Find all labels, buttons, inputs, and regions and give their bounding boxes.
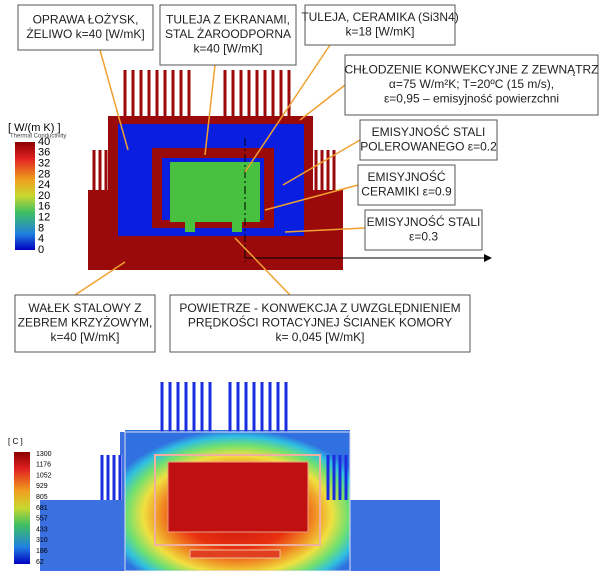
callout-text: TULEJA Z EKRANAMI, xyxy=(166,13,290,27)
callout-text: PRĘDKOŚCI ROTACYJNEJ ŚCIANEK KOMORY xyxy=(188,315,452,330)
callout-text: ε=0.3 xyxy=(409,229,438,243)
callout-text: TULEJA, CERAMIKA (Si3N4) xyxy=(301,10,458,24)
callout-text: ZEBREM KRZYŻOWYM, xyxy=(18,316,153,330)
callout-text: k=40 [W/mK] xyxy=(50,330,119,344)
callout-text: POWIETRZE - KONWEKCJA Z UWZGLĘDNIENIEM xyxy=(179,301,460,315)
callout-text: ε=0,95 – emisyjność powierzchni xyxy=(384,92,559,106)
legend-tick-label: 1300 xyxy=(36,451,52,458)
bottom-legend: [ C ] xyxy=(8,437,30,564)
callout-text: k=40 [W/mK] xyxy=(193,42,262,56)
callout-text: POLEROWANEGO ε=0.2 xyxy=(360,139,497,153)
callout-text: EMISYJNOŚĆ STALI xyxy=(367,214,481,229)
figure: OPRAWA ŁOŻYSK,ŻELIWO k=40 [W/mK] TULEJA Z… xyxy=(0,0,606,571)
legend-unit: [ C ] xyxy=(8,437,23,446)
legend-tick-label: 1052 xyxy=(36,472,52,479)
callout-text: k=18 [W/mK] xyxy=(345,24,414,38)
legend-tick-label: 433 xyxy=(36,526,48,533)
legend-tick-label: 310 xyxy=(36,537,48,544)
legend-tick-label: 186 xyxy=(36,548,48,555)
legend-unit: [ W/(m K) ] xyxy=(8,122,61,134)
legend-tick-label: 681 xyxy=(36,505,48,512)
legend-tick-label: 805 xyxy=(36,494,48,501)
callout-text: OPRAWA ŁOŻYSK, xyxy=(33,12,139,26)
callout-text: α=75 W/m²K; T=20ºC (15 m/s), xyxy=(389,77,554,91)
legend-tick-label: 557 xyxy=(36,516,48,523)
callout-text: k= 0,045 [W/mK] xyxy=(275,330,364,344)
callout-text: WAŁEK STALOWY Z xyxy=(28,301,141,315)
legend-tick-label: 929 xyxy=(36,483,48,490)
callout-text: CHŁODZENIE KONWEKCYJNE Z ZEWNĄTRZ xyxy=(344,63,598,77)
callout-text: ŻELIWO k=40 [W/mK] xyxy=(26,27,144,41)
temperature-model xyxy=(40,382,440,571)
callout-text: CERAMIKI ε=0.9 xyxy=(361,184,452,198)
callout-text: EMISYJNOŚĆ xyxy=(367,169,445,184)
callout-text: EMISYJNOŚĆ STALI xyxy=(372,124,486,139)
legend-tick-label: 1176 xyxy=(36,462,51,469)
legend-tick-label: 0 xyxy=(38,244,44,256)
legend-tick-label: 62 xyxy=(36,559,44,566)
callout-text: STAL ŻAROODPORNA xyxy=(165,27,291,41)
